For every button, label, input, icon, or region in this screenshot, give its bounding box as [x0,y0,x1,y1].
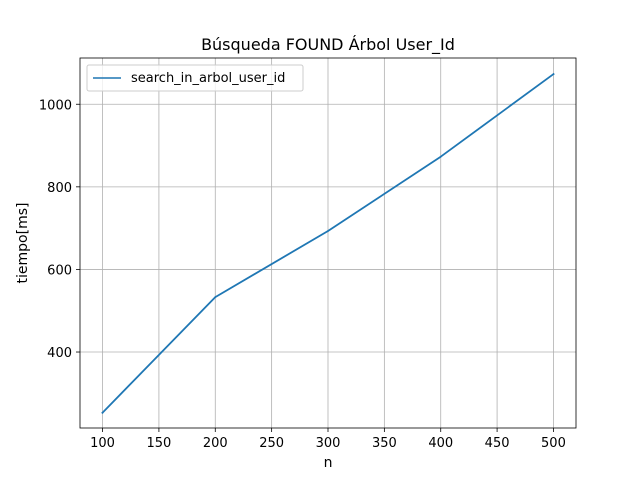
x-tick-label: 100 [90,436,115,451]
data-point [439,155,442,158]
series-layer [101,72,555,414]
y-tick-label: 1000 [39,98,72,113]
data-point [214,296,217,298]
y-tick-label: 800 [47,181,72,196]
x-tick-label: 450 [485,436,510,451]
x-axis-ticks: 100 150 200 250 300 350 400 450 500 [90,428,566,451]
y-axis-label: tiempo[ms] [15,203,31,284]
x-axis-label: n [324,455,333,471]
chart-title: Búsqueda FOUND Árbol User_Id [201,35,455,55]
x-tick-label: 500 [541,436,566,451]
grid [80,58,576,428]
legend-label: search_in_arbol_user_id [131,71,285,86]
data-point [327,230,329,232]
legend: search_in_arbol_user_id [86,64,304,92]
x-tick-label: 400 [428,436,453,451]
x-tick-label: 300 [316,436,341,451]
x-tick-label: 150 [146,436,171,451]
data-point [552,73,555,76]
legend-box [86,64,304,92]
y-axis-ticks: 400 600 800 1000 [39,98,80,361]
x-tick-label: 350 [372,436,397,451]
x-tick-label: 200 [203,436,228,451]
x-tick-label: 250 [259,436,284,451]
y-tick-label: 600 [47,263,72,278]
y-tick-label: 400 [47,346,72,361]
data-point [101,411,104,414]
